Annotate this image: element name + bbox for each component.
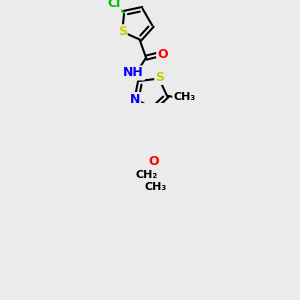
Text: CH₃: CH₃	[145, 182, 167, 192]
Text: CH₃: CH₃	[173, 92, 195, 102]
Text: S: S	[155, 71, 164, 84]
Text: CH₂: CH₂	[135, 170, 158, 180]
Text: S: S	[118, 25, 127, 38]
Text: O: O	[157, 47, 168, 61]
Text: N: N	[130, 93, 140, 106]
Text: O: O	[148, 155, 159, 168]
Text: NH: NH	[123, 67, 144, 80]
Text: Cl: Cl	[107, 0, 121, 10]
